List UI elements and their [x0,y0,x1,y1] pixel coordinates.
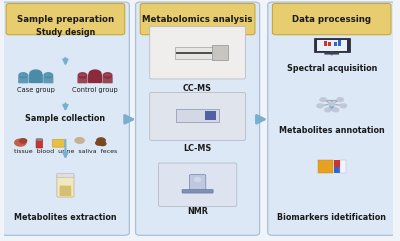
Text: Study design: Study design [36,28,95,37]
Circle shape [195,178,200,181]
FancyBboxPatch shape [60,186,71,196]
Circle shape [75,138,84,143]
Circle shape [325,108,331,112]
Circle shape [320,98,326,101]
FancyBboxPatch shape [330,51,334,54]
FancyBboxPatch shape [314,38,350,52]
FancyBboxPatch shape [272,4,391,35]
Text: Metabolomics analysis: Metabolomics analysis [142,15,253,24]
FancyBboxPatch shape [43,76,54,83]
Text: Sample preparation: Sample preparation [17,15,114,24]
Text: Case group: Case group [17,87,55,93]
Text: Data processing: Data processing [292,15,371,24]
Circle shape [337,98,343,101]
Text: Sample collection: Sample collection [25,114,106,123]
Text: Metabolites annotation: Metabolites annotation [279,126,384,134]
Text: tissue  blood  urine  saliva  feces: tissue blood urine saliva feces [14,149,117,154]
FancyBboxPatch shape [140,4,255,35]
Circle shape [44,73,53,78]
Text: NMR: NMR [187,208,208,216]
Text: Biomarkers idetification: Biomarkers idetification [277,213,386,222]
Text: Spectral acquisition: Spectral acquisition [286,64,377,73]
FancyBboxPatch shape [328,42,331,46]
Text: LC-MS: LC-MS [184,144,212,153]
FancyBboxPatch shape [57,175,74,197]
FancyBboxPatch shape [158,163,237,206]
Circle shape [96,141,103,145]
FancyBboxPatch shape [189,175,206,192]
FancyBboxPatch shape [57,174,74,177]
FancyBboxPatch shape [52,139,64,147]
Circle shape [30,70,42,77]
FancyBboxPatch shape [338,40,341,46]
Circle shape [78,73,87,78]
Circle shape [20,139,27,143]
FancyBboxPatch shape [150,93,246,140]
FancyBboxPatch shape [324,53,339,54]
Circle shape [89,70,101,77]
FancyBboxPatch shape [176,52,212,54]
FancyBboxPatch shape [18,76,28,83]
Text: CC-MS: CC-MS [183,83,212,93]
FancyBboxPatch shape [2,2,129,235]
FancyBboxPatch shape [317,40,347,51]
Circle shape [317,104,323,108]
Circle shape [100,142,106,146]
FancyBboxPatch shape [36,139,42,141]
FancyBboxPatch shape [88,74,102,83]
FancyBboxPatch shape [318,160,334,173]
FancyBboxPatch shape [102,76,113,83]
FancyBboxPatch shape [6,4,125,35]
Circle shape [19,73,28,78]
Text: Metabolites extraction: Metabolites extraction [14,213,117,222]
Circle shape [97,138,105,143]
FancyBboxPatch shape [78,76,88,83]
FancyBboxPatch shape [334,42,337,46]
FancyBboxPatch shape [324,41,327,46]
FancyBboxPatch shape [334,160,340,167]
Circle shape [340,104,346,108]
FancyBboxPatch shape [268,2,396,235]
Circle shape [15,139,26,146]
FancyBboxPatch shape [36,139,42,148]
Text: Control group: Control group [72,87,118,93]
FancyBboxPatch shape [150,27,246,79]
FancyBboxPatch shape [340,160,346,173]
FancyBboxPatch shape [176,109,219,122]
FancyBboxPatch shape [182,189,213,193]
FancyBboxPatch shape [29,74,43,83]
FancyBboxPatch shape [136,2,260,235]
FancyBboxPatch shape [212,46,228,60]
Circle shape [328,102,335,106]
Circle shape [332,108,339,112]
FancyBboxPatch shape [204,111,216,120]
FancyBboxPatch shape [334,160,340,173]
FancyBboxPatch shape [175,47,220,59]
Circle shape [103,73,112,78]
